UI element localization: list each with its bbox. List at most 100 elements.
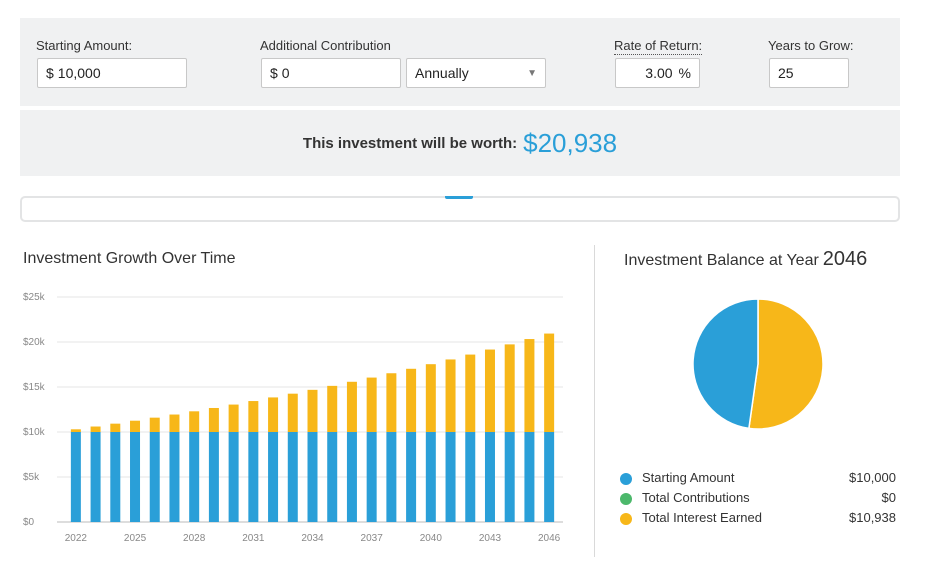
bar-total-interest-earned[interactable]	[208, 407, 219, 432]
bar-total-interest-earned[interactable]	[90, 426, 101, 432]
bar-total-interest-earned[interactable]	[169, 414, 180, 432]
view-tab-strip[interactable]	[20, 196, 900, 222]
y-tick-label: $10k	[23, 427, 46, 438]
bar-total-interest-earned[interactable]	[189, 411, 200, 432]
x-tick-label: 2022	[65, 533, 88, 544]
legend-value: $10,000	[849, 470, 896, 485]
bar-starting-amount[interactable]	[445, 432, 456, 522]
balance-title-year: 2046	[822, 248, 868, 270]
bar-starting-amount[interactable]	[465, 432, 476, 522]
bar-total-interest-earned[interactable]	[425, 364, 436, 432]
bar-starting-amount[interactable]	[366, 432, 377, 522]
bar-total-interest-earned[interactable]	[484, 349, 495, 432]
legend-dot-icon	[620, 493, 632, 505]
legend-label: Starting Amount	[642, 470, 735, 485]
pie-slice-total-interest-earned[interactable]	[748, 298, 824, 430]
bar-total-interest-earned[interactable]	[70, 429, 81, 432]
x-tick-label: 2025	[124, 533, 147, 544]
legend-dot-icon	[620, 473, 632, 485]
investment-balance-pie-chart	[692, 298, 824, 430]
additional-contribution-currency: $	[270, 65, 278, 81]
starting-amount-value: 10,000	[57, 65, 101, 81]
bar-starting-amount[interactable]	[406, 432, 417, 522]
bar-total-interest-earned[interactable]	[307, 389, 318, 432]
bar-total-interest-earned[interactable]	[445, 359, 456, 432]
bar-total-interest-earned[interactable]	[524, 339, 535, 432]
bar-starting-amount[interactable]	[70, 432, 81, 522]
bar-total-interest-earned[interactable]	[346, 381, 357, 432]
bar-total-interest-earned[interactable]	[130, 420, 141, 432]
starting-amount-currency: $	[46, 65, 54, 81]
legend-item: Total Contributions $0	[618, 488, 898, 508]
y-tick-label: $15k	[23, 382, 46, 393]
bar-total-interest-earned[interactable]	[386, 373, 397, 432]
bar-starting-amount[interactable]	[484, 432, 495, 522]
pie-slice-starting-amount[interactable]	[692, 298, 759, 430]
bar-starting-amount[interactable]	[169, 432, 180, 522]
section-divider	[594, 245, 595, 557]
bar-starting-amount[interactable]	[307, 432, 318, 522]
legend-item: Total Interest Earned $10,938	[618, 508, 898, 528]
contribution-frequency-value: Annually	[415, 65, 469, 81]
bar-starting-amount[interactable]	[149, 432, 160, 522]
calculator-inputs-panel: Starting Amount: $ 10,000 Additional Con…	[20, 18, 900, 106]
bar-starting-amount[interactable]	[90, 432, 101, 522]
x-tick-label: 2046	[538, 533, 561, 544]
bar-total-interest-earned[interactable]	[327, 385, 338, 432]
chevron-down-icon: ▼	[527, 67, 537, 79]
bar-starting-amount[interactable]	[287, 432, 298, 522]
bar-total-interest-earned[interactable]	[228, 404, 239, 432]
x-tick-label: 2040	[420, 533, 443, 544]
years-to-grow-value: 25	[778, 65, 794, 81]
bar-total-interest-earned[interactable]	[149, 417, 160, 432]
y-tick-label: $5k	[23, 472, 40, 483]
bar-total-interest-earned[interactable]	[465, 354, 476, 432]
bar-starting-amount[interactable]	[110, 432, 121, 522]
y-tick-label: $25k	[23, 292, 46, 303]
result-panel: This investment will be worth: $20,938	[20, 110, 900, 176]
bar-total-interest-earned[interactable]	[544, 333, 555, 432]
bar-starting-amount[interactable]	[268, 432, 279, 522]
additional-contribution-value: 0	[281, 65, 290, 81]
bar-total-interest-earned[interactable]	[366, 377, 377, 432]
x-tick-label: 2031	[242, 533, 265, 544]
result-value: $20,938	[523, 127, 618, 158]
additional-contribution-input[interactable]: $ 0	[261, 58, 401, 88]
bar-starting-amount[interactable]	[248, 432, 259, 522]
bar-starting-amount[interactable]	[524, 432, 535, 522]
bar-total-interest-earned[interactable]	[110, 423, 121, 432]
years-to-grow-input[interactable]: 25	[769, 58, 849, 88]
active-tab-indicator	[445, 196, 473, 199]
bar-total-interest-earned[interactable]	[248, 401, 259, 432]
additional-contribution-label: Additional Contribution	[260, 38, 391, 53]
x-tick-label: 2034	[301, 533, 324, 544]
bar-starting-amount[interactable]	[327, 432, 338, 522]
bar-total-interest-earned[interactable]	[268, 397, 279, 432]
bar-starting-amount[interactable]	[425, 432, 436, 522]
growth-chart-title: Investment Growth Over Time	[23, 250, 236, 267]
bar-total-interest-earned[interactable]	[287, 393, 298, 432]
bar-starting-amount[interactable]	[228, 432, 239, 522]
bar-starting-amount[interactable]	[208, 432, 219, 522]
contribution-frequency-select[interactable]: Annually ▼	[406, 58, 546, 88]
bar-starting-amount[interactable]	[130, 432, 141, 522]
bar-starting-amount[interactable]	[386, 432, 397, 522]
legend-dot-icon	[620, 513, 632, 525]
bar-total-interest-earned[interactable]	[406, 368, 417, 432]
bar-starting-amount[interactable]	[544, 432, 555, 522]
starting-amount-input[interactable]: $ 10,000	[37, 58, 187, 88]
rate-of-return-label[interactable]: Rate of Return:	[614, 38, 703, 55]
x-tick-label: 2037	[361, 533, 384, 544]
bar-total-interest-earned[interactable]	[504, 344, 515, 432]
legend-value: $10,938	[849, 510, 896, 525]
bar-starting-amount[interactable]	[504, 432, 515, 522]
legend-label: Total Contributions	[642, 490, 750, 505]
balance-title-text: Investment Balance at Year	[624, 252, 819, 269]
x-tick-label: 2043	[479, 533, 502, 544]
bar-starting-amount[interactable]	[189, 432, 200, 522]
bar-starting-amount[interactable]	[346, 432, 357, 522]
result-label: This investment will be worth:	[302, 134, 518, 152]
balance-legend: Starting Amount $10,000 Total Contribution…	[618, 468, 898, 528]
rate-of-return-input[interactable]: 3.00 %	[615, 58, 700, 88]
legend-value: $0	[881, 490, 896, 505]
